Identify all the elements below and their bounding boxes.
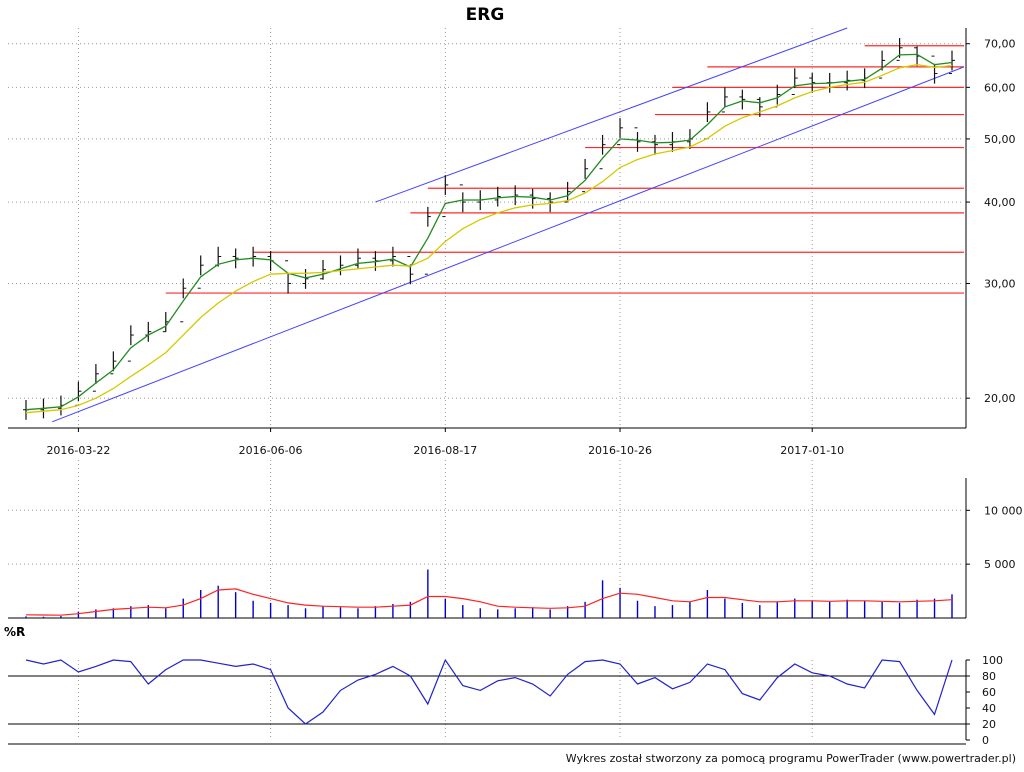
price-ytick-label: 60,00: [984, 81, 1016, 94]
price-xtick-label: 2016-03-22: [46, 444, 110, 457]
wpr-ytick-label: 40: [982, 702, 996, 715]
chart-title: ERG: [466, 5, 505, 25]
williams-r-title: %R: [4, 625, 25, 639]
price-ytick-label: 70,00: [984, 38, 1016, 51]
volume-avg-line: [25, 588, 953, 616]
price-ytick-label: 20,00: [984, 392, 1016, 405]
price-xtick-label: 2017-01-10: [780, 444, 844, 457]
ma-fast-line: [25, 53, 953, 411]
volume-ytick-label: 5 000: [984, 558, 1016, 571]
ma-slow-line: [25, 64, 953, 414]
williams-r-panel: 0 20 40 60 80 100: [8, 654, 1003, 747]
wpr-ytick-label: 100: [982, 654, 1003, 667]
wpr-line: [25, 658, 953, 725]
price-xtick-label: 2016-10-26: [588, 444, 652, 457]
price-xtick-label: 2016-08-17: [413, 444, 477, 457]
wpr-ytick-label: 80: [982, 670, 996, 683]
wpr-ytick-label: 60: [982, 686, 996, 699]
volume-panel: 5 000 10 000: [8, 478, 1023, 619]
channel-upper: [375, 27, 848, 203]
price-ytick-label: 50,00: [984, 133, 1016, 146]
wpr-ytick-label: 0: [982, 734, 989, 747]
price-xtick-label: 2016-06-06: [239, 444, 303, 457]
volume-ytick-label: 10 000: [984, 504, 1023, 517]
price-panel: 20,00 30,00 40,00 50,00 60,00 70,00 2016-03-22…: [8, 27, 1016, 740]
price-ytick-label: 30,00: [984, 277, 1016, 290]
channel-lower: [52, 66, 965, 423]
price-ytick-label: 40,00: [984, 196, 1016, 209]
footer-credit: Wykres został stworzony za pomocą progra…: [566, 752, 1016, 765]
wpr-ytick-label: 20: [982, 718, 996, 731]
